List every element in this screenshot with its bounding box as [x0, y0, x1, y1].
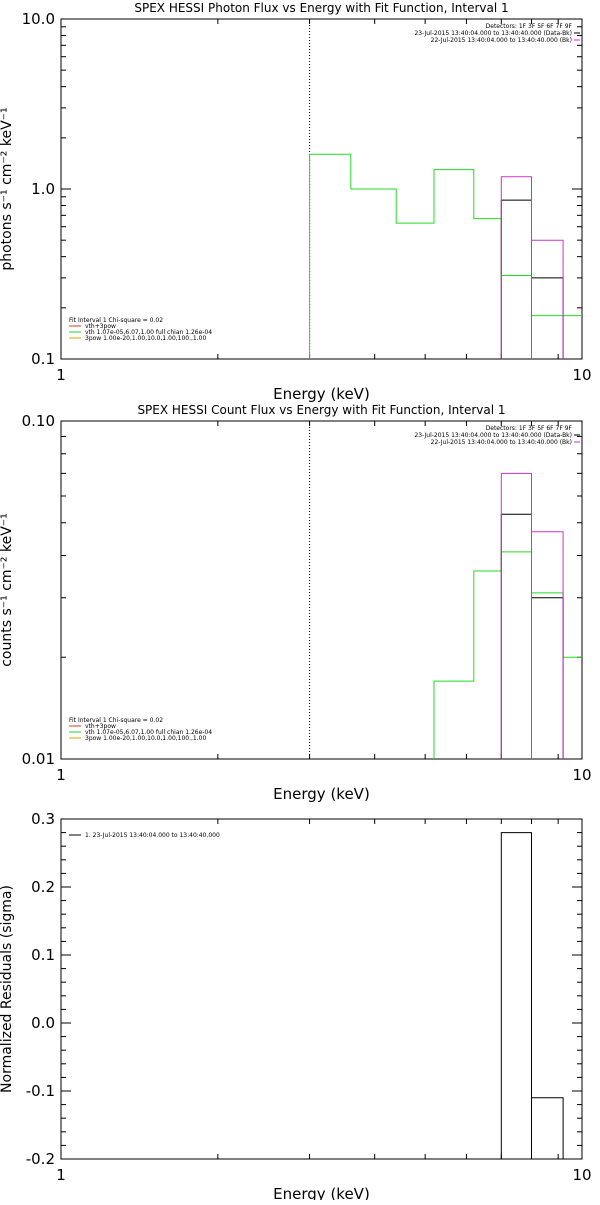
detector-info-text: Detectors: 1F 3F 5F 6F 7F 9F [486, 425, 573, 432]
y-tick-label: 0.2 [31, 878, 55, 896]
y-tick-label: 0.3 [31, 810, 55, 828]
legend-label: vth+3pow [85, 323, 116, 330]
fit-info-text: Fit Interval 1 Chi-square = 0.02 [69, 717, 163, 724]
legend-label: 3pow 1.00e-20,1.00,10.0,1.00,100.,1.00 [85, 335, 206, 342]
x-tick-label: 1 [56, 366, 66, 384]
plot-frame-2 [60, 420, 583, 760]
data-bar [531, 531, 564, 759]
x-tick-label: 1 [56, 1166, 66, 1184]
data-bar [531, 277, 564, 359]
fit-step-line [433, 551, 582, 759]
data-bar [500, 472, 532, 759]
fit-info-text: Fit Interval 1 Chi-square = 0.02 [69, 317, 163, 324]
y-tick-label: 0.01 [22, 750, 55, 768]
y-tick-label: 0.1 [31, 350, 55, 368]
detector-info-text: 22-Jul-2015 13:40:04.000 to 13:40:40.000… [431, 439, 572, 446]
y-tick-label: -0.2 [26, 1150, 55, 1168]
y-axis-label: counts s⁻¹ cm⁻² keV⁻¹ [0, 513, 15, 667]
plot-frame-1 [60, 18, 583, 360]
x-axis-label: Energy (keV) [273, 1185, 370, 1200]
legend-label: vth 1.07e-05,6.07,1.00 full chian 1.26e-… [85, 729, 212, 736]
fit-step-line [309, 153, 582, 359]
x-axis-label: Energy (keV) [273, 385, 370, 403]
x-tick-label: 10 [572, 1166, 591, 1184]
detector-info-text: 23-Jul-2015 13:40:04.000 to 13:40:40.000… [414, 30, 572, 37]
legend-label: vth+3pow [85, 723, 116, 730]
detector-info-text: Detectors: 1F 3F 5F 6F 7F 9F [486, 23, 573, 30]
legend-label: 3pow 1.00e-20,1.00,10.0,1.00,100.,1.00 [85, 735, 206, 742]
detector-info-text: 22-Jul-2015 13:40:04.000 to 13:40:40.000… [431, 37, 572, 44]
chart-title: SPEX HESSI Count Flux vs Energy with Fit… [137, 403, 505, 417]
y-tick-label: 1.0 [31, 180, 55, 198]
legend-label: vth 1.07e-05,6.07,1.00 full chian 1.26e-… [85, 329, 212, 336]
x-tick-label: 1 [56, 766, 66, 784]
legend-label: 1. 23-Jul-2015 13:40:04.000 to 13:40:40.… [85, 832, 220, 839]
data-bar [500, 199, 532, 359]
data-bar [531, 597, 564, 759]
y-tick-label: -0.1 [26, 1082, 55, 1100]
data-bar [531, 239, 564, 359]
residual-bar [531, 1097, 564, 1159]
y-tick-label: 10.0 [22, 10, 55, 28]
data-bar [500, 176, 532, 359]
data-bar [500, 513, 532, 759]
y-axis-label: photons s⁻¹ cm⁻² keV⁻¹ [0, 107, 15, 270]
detector-info-text: 23-Jul-2015 13:40:04.000 to 13:40:40.000… [414, 432, 572, 439]
y-tick-label: 0.10 [22, 412, 55, 430]
residual-bar [500, 832, 532, 1159]
plot-frame-3 [60, 818, 583, 1160]
x-axis-label: Energy (keV) [273, 785, 370, 803]
y-axis-label: Normalized Residuals (sigma) [0, 885, 15, 1093]
x-tick-label: 10 [572, 766, 591, 784]
y-tick-label: 0.0 [31, 1014, 55, 1032]
x-tick-label: 10 [572, 366, 591, 384]
y-tick-label: 0.1 [31, 946, 55, 964]
chart-title: SPEX HESSI Photon Flux vs Energy with Fi… [134, 1, 508, 15]
